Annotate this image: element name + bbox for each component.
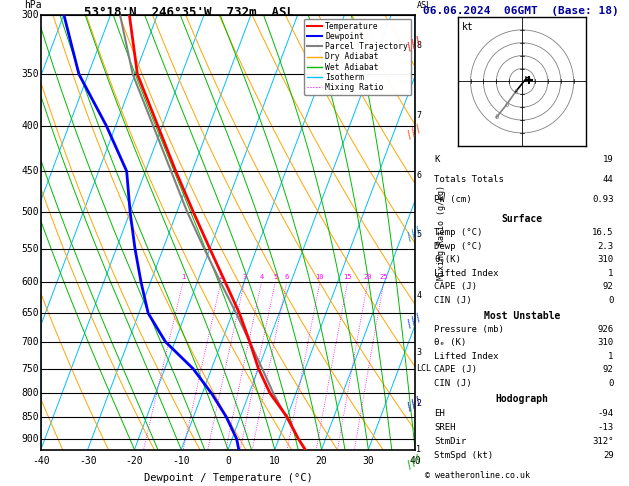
Text: 1: 1 — [416, 445, 421, 454]
Text: km
ASL: km ASL — [417, 0, 432, 10]
Text: ///: /// — [404, 224, 425, 243]
Text: 700: 700 — [21, 337, 39, 347]
Text: 400: 400 — [21, 121, 39, 131]
Text: ///: /// — [404, 452, 425, 471]
Text: © weatheronline.co.uk: © weatheronline.co.uk — [425, 471, 530, 480]
Text: Dewpoint / Temperature (°C): Dewpoint / Temperature (°C) — [143, 473, 313, 484]
Text: 0: 0 — [225, 456, 231, 466]
Text: 3: 3 — [416, 348, 421, 357]
Text: 8: 8 — [416, 41, 421, 50]
Text: StmSpd (kt): StmSpd (kt) — [435, 451, 493, 460]
Text: CAPE (J): CAPE (J) — [435, 282, 477, 291]
Text: Temp (°C): Temp (°C) — [435, 228, 482, 237]
Text: Dewp (°C): Dewp (°C) — [435, 242, 482, 251]
Text: -20: -20 — [126, 456, 143, 466]
Text: θₑ (K): θₑ (K) — [435, 338, 467, 347]
Text: 310: 310 — [598, 338, 614, 347]
Text: K: K — [435, 155, 440, 164]
Text: ö: ö — [504, 102, 509, 107]
Text: Surface: Surface — [501, 214, 543, 224]
Text: 450: 450 — [21, 166, 39, 176]
Text: 53°18'N  246°35'W  732m  ASL: 53°18'N 246°35'W 732m ASL — [84, 6, 294, 19]
Text: 20: 20 — [364, 274, 372, 280]
Text: -94: -94 — [598, 409, 614, 418]
Text: 900: 900 — [21, 434, 39, 444]
Text: 600: 600 — [21, 278, 39, 287]
Text: Most Unstable: Most Unstable — [484, 311, 560, 321]
Text: 6: 6 — [284, 274, 289, 280]
Text: -40: -40 — [32, 456, 50, 466]
Text: 550: 550 — [21, 243, 39, 254]
Text: 7: 7 — [416, 111, 421, 121]
Text: CIN (J): CIN (J) — [435, 296, 472, 305]
Text: 2: 2 — [416, 399, 421, 407]
Text: 20: 20 — [316, 456, 328, 466]
Text: 0.93: 0.93 — [593, 195, 614, 205]
Text: ///: /// — [404, 312, 425, 330]
Text: θₑ(K): θₑ(K) — [435, 255, 461, 264]
Text: 650: 650 — [21, 308, 39, 318]
Text: 300: 300 — [21, 10, 39, 19]
Text: 92: 92 — [603, 282, 614, 291]
Text: Hodograph: Hodograph — [496, 394, 548, 404]
Text: ///: /// — [404, 35, 425, 53]
Text: 500: 500 — [21, 207, 39, 217]
Text: 2: 2 — [219, 274, 223, 280]
Text: 25: 25 — [379, 274, 388, 280]
Text: 5: 5 — [416, 230, 421, 239]
Text: 4: 4 — [416, 291, 421, 299]
Text: -30: -30 — [79, 456, 96, 466]
Text: 40: 40 — [409, 456, 421, 466]
Text: ///: /// — [404, 122, 425, 140]
Text: 10: 10 — [316, 274, 324, 280]
Text: Lifted Index: Lifted Index — [435, 352, 499, 361]
Text: LCL: LCL — [416, 364, 431, 373]
Text: 350: 350 — [21, 69, 39, 79]
Text: 2.3: 2.3 — [598, 242, 614, 251]
Text: Pressure (mb): Pressure (mb) — [435, 325, 504, 334]
Legend: Temperature, Dewpoint, Parcel Trajectory, Dry Adiabat, Wet Adiabat, Isotherm, Mi: Temperature, Dewpoint, Parcel Trajectory… — [304, 18, 411, 95]
Text: 850: 850 — [21, 412, 39, 422]
Text: Lifted Index: Lifted Index — [435, 269, 499, 278]
Text: 3: 3 — [242, 274, 247, 280]
Text: 1: 1 — [608, 269, 614, 278]
Text: 312°: 312° — [593, 437, 614, 446]
Text: 310: 310 — [598, 255, 614, 264]
Text: PW (cm): PW (cm) — [435, 195, 472, 205]
Text: SREH: SREH — [435, 423, 456, 432]
Text: ö: ö — [494, 115, 498, 121]
Text: 750: 750 — [21, 364, 39, 374]
Text: 6: 6 — [416, 171, 421, 180]
Text: ///: /// — [404, 394, 425, 413]
Text: 44: 44 — [603, 175, 614, 184]
Text: 0: 0 — [608, 296, 614, 305]
Text: EH: EH — [435, 409, 445, 418]
Text: hPa: hPa — [24, 0, 42, 10]
Text: CAPE (J): CAPE (J) — [435, 365, 477, 374]
Text: 19: 19 — [603, 155, 614, 164]
Text: 1: 1 — [608, 352, 614, 361]
Text: 29: 29 — [603, 451, 614, 460]
Text: 16.5: 16.5 — [593, 228, 614, 237]
Text: -13: -13 — [598, 423, 614, 432]
Text: 06.06.2024  06GMT  (Base: 18): 06.06.2024 06GMT (Base: 18) — [423, 6, 619, 16]
Text: -10: -10 — [172, 456, 190, 466]
Text: 10: 10 — [269, 456, 281, 466]
Text: 15: 15 — [343, 274, 352, 280]
Text: Mixing Ratio (g/kg): Mixing Ratio (g/kg) — [437, 185, 446, 279]
Text: 1: 1 — [181, 274, 185, 280]
Text: 5: 5 — [273, 274, 277, 280]
Text: 926: 926 — [598, 325, 614, 334]
Text: kt: kt — [462, 22, 473, 32]
Text: 30: 30 — [362, 456, 374, 466]
Text: CIN (J): CIN (J) — [435, 379, 472, 388]
Text: StmDir: StmDir — [435, 437, 467, 446]
Text: 0: 0 — [608, 379, 614, 388]
Text: 800: 800 — [21, 388, 39, 399]
Text: 4: 4 — [259, 274, 264, 280]
Text: ö: ö — [513, 89, 518, 95]
Text: 92: 92 — [603, 365, 614, 374]
Text: Totals Totals: Totals Totals — [435, 175, 504, 184]
